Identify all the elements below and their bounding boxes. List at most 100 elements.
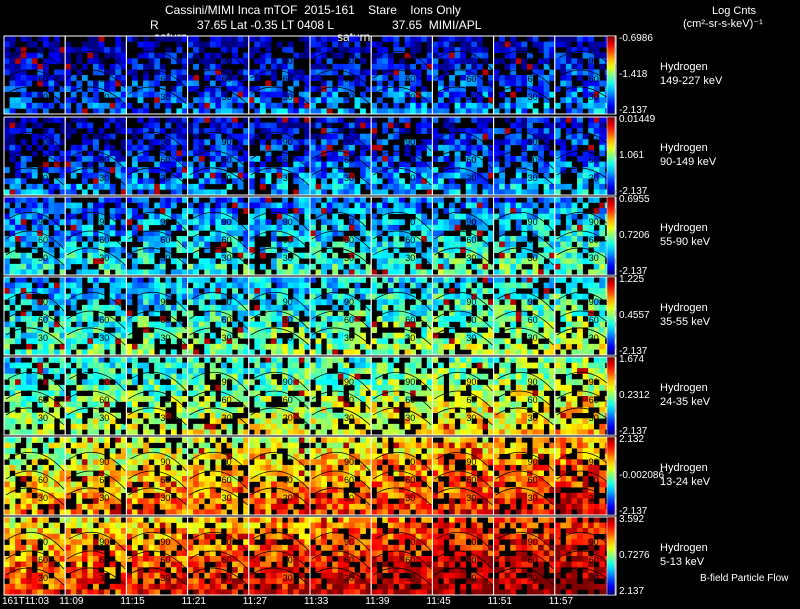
heatmap-cell: [304, 213, 311, 220]
heatmap-cell: [59, 172, 66, 179]
heatmap-cell: [254, 230, 261, 237]
heatmap-cell: [20, 167, 27, 174]
heatmap-cell: [488, 102, 494, 109]
heatmap-cell: [298, 263, 305, 270]
heatmap-cell: [9, 122, 16, 129]
heatmap-cell: [393, 241, 400, 248]
heatmap-cell: [304, 343, 311, 350]
heatmap-cell: [209, 156, 216, 162]
contour-label: 30: [528, 92, 538, 102]
heatmap-cell: [437, 41, 444, 48]
heatmap-cell: [510, 139, 517, 146]
heatmap-cell: [65, 412, 72, 419]
heatmap-cell: [315, 75, 322, 81]
heatmap-cell: [165, 139, 172, 146]
heatmap-cell: [454, 263, 461, 270]
heatmap-cell: [4, 384, 10, 391]
heatmap-cell: [93, 373, 99, 380]
heatmap-cell: [20, 316, 27, 322]
heatmap-cell: [549, 108, 556, 115]
contour-label: 90: [160, 137, 170, 147]
heatmap-cell: [31, 172, 38, 179]
heatmap-cell: [577, 63, 583, 70]
heatmap-cell: [109, 197, 116, 203]
heatmap-cell: [421, 36, 428, 42]
heatmap-cell: [360, 144, 366, 151]
heatmap-cell: [126, 219, 133, 226]
heatmap-cell: [465, 144, 472, 151]
heatmap-cell: [204, 327, 211, 334]
heatmap-cell: [343, 97, 350, 104]
heatmap-cell: [182, 327, 188, 334]
heatmap-cell: [532, 338, 539, 345]
heatmap-cell: [393, 144, 400, 151]
heatmap-cell: [538, 219, 544, 226]
contour-label: 60: [589, 315, 599, 325]
heatmap-cell: [276, 213, 283, 220]
heatmap-cell: [148, 379, 155, 386]
field-line: [128, 247, 187, 266]
heatmap-cell: [293, 69, 300, 76]
heatmap-cell: [543, 128, 550, 135]
heatmap-cell: [526, 144, 533, 151]
heatmap-cell: [37, 412, 44, 419]
heatmap-cell: [504, 247, 511, 254]
heatmap-cell: [59, 327, 66, 334]
heatmap-cell: [554, 41, 561, 48]
heatmap-cell: [59, 338, 66, 345]
contour-label: 90: [528, 217, 538, 227]
heatmap-cell: [499, 58, 506, 65]
heatmap-cell: [321, 252, 327, 259]
heatmap-cell: [482, 133, 489, 140]
heatmap-cell: [254, 338, 261, 345]
heatmap-cell: [493, 75, 500, 81]
heatmap-cell: [599, 304, 606, 311]
heatmap-cell: [70, 63, 77, 70]
contour-label: 60: [99, 235, 109, 245]
heatmap-cell: [543, 80, 550, 87]
heatmap-cell: [515, 252, 522, 259]
heatmap-cell: [20, 277, 27, 283]
heatmap-cell: [310, 241, 316, 248]
heatmap-cell: [504, 52, 511, 59]
heatmap-cell: [432, 108, 439, 115]
heatmap-cell: [226, 224, 233, 231]
heatmap-cell: [499, 310, 506, 317]
heatmap-cell: [488, 97, 494, 104]
heatmap-cell: [565, 41, 572, 48]
heatmap-cell: [115, 150, 122, 157]
heatmap-cell: [20, 236, 27, 242]
heatmap-cell: [193, 316, 200, 322]
heatmap-cell: [426, 75, 433, 81]
heatmap-cell: [354, 349, 361, 356]
heatmap-cell: [204, 310, 211, 317]
heatmap-cell: [31, 299, 38, 306]
heatmap-cell: [454, 102, 461, 109]
heatmap-cell: [115, 156, 122, 162]
heatmap-cell: [588, 343, 595, 350]
heatmap-cell: [137, 247, 144, 254]
heatmap-cell: [298, 224, 305, 231]
heatmap-cell: [310, 224, 316, 231]
heatmap-cell: [93, 321, 99, 328]
heatmap-cell: [321, 91, 327, 98]
heatmap-cell: [549, 69, 556, 76]
heatmap-cell: [26, 418, 33, 425]
heatmap-cell: [310, 263, 316, 270]
heatmap-cell: [31, 150, 38, 157]
heatmap-cell: [4, 86, 10, 93]
heatmap-cell: [70, 47, 77, 54]
heatmap-cell: [26, 299, 33, 306]
heatmap-cell: [443, 156, 450, 162]
field-line: [372, 150, 432, 170]
heatmap-cell: [148, 63, 155, 70]
heatmap-cell: [554, 258, 561, 265]
heatmap-cell: [65, 379, 72, 386]
heatmap-cell: [237, 327, 244, 334]
heatmap-cell: [42, 338, 49, 345]
frame-box: [554, 276, 617, 356]
heatmap-cell: [143, 368, 149, 375]
heatmap-cell: [337, 128, 344, 135]
heatmap-cell: [131, 108, 138, 115]
heatmap-cell: [193, 282, 200, 289]
